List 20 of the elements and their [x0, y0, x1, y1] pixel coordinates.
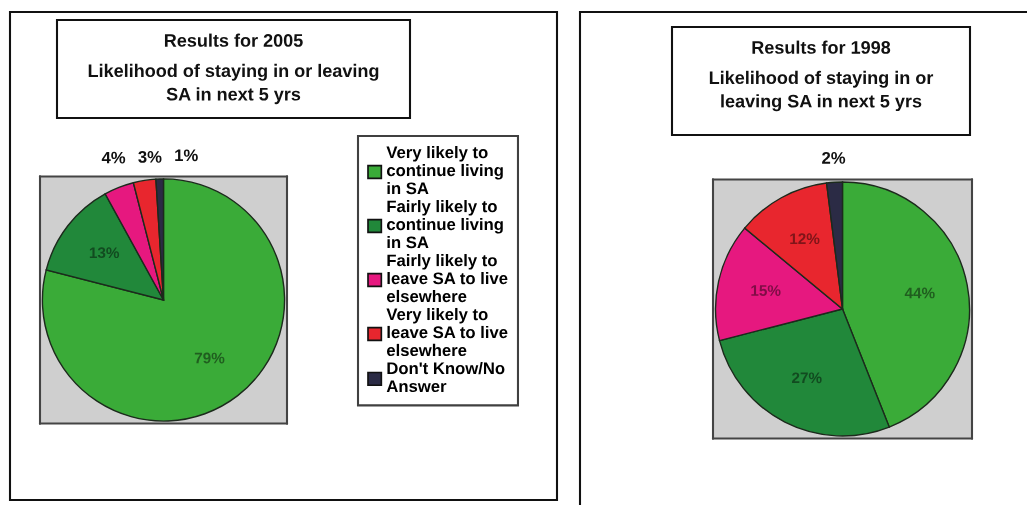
data-label: 2% — [822, 151, 846, 164]
legend-label: Don't Know/No Answer — [386, 361, 505, 393]
pie-slice — [41, 178, 286, 422]
data-label: 1% — [175, 149, 198, 162]
data-label: 12% — [790, 233, 820, 245]
chart-subtitle: Likelihood of staying in or leaving SA in next 5 yrs — [709, 70, 934, 112]
data-label: 4% — [101, 151, 126, 164]
data-label: 3% — [138, 150, 162, 163]
legend-label: Fairly likely to continue living in SA — [386, 200, 503, 249]
data-label: 79% — [194, 352, 225, 364]
chart-title: Results for 2005 — [164, 33, 303, 47]
legend-label: Very likely to leave SA to live elsewhere — [386, 307, 508, 357]
data-label: 27% — [792, 372, 822, 384]
data-label: 44% — [904, 287, 935, 299]
legend-label: Fairly likely to leave SA to live elsewhere — [386, 254, 508, 303]
chart-subtitle: Likelihood of staying in or leaving SA in next 5 yrs — [88, 63, 379, 105]
data-label: 13% — [89, 247, 120, 259]
data-label: 15% — [751, 285, 781, 296]
legend-label: Very likely to continue living in SA — [386, 146, 503, 195]
chart-title: Results for 1998 — [752, 40, 891, 54]
